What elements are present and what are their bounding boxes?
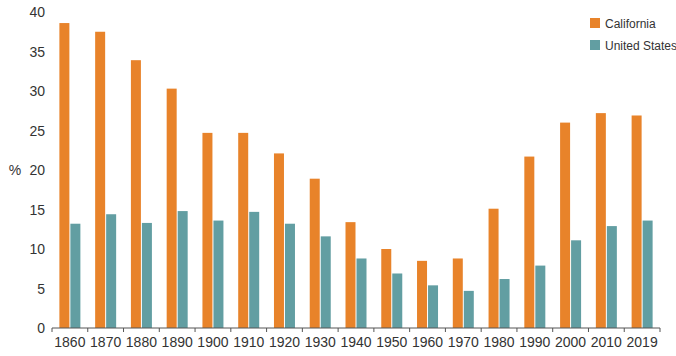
x-tick — [660, 328, 661, 332]
x-tick — [302, 328, 303, 332]
y-tick-label: 30 — [29, 83, 45, 99]
x-tick — [445, 328, 446, 332]
x-tick-label: 1940 — [340, 334, 371, 350]
bar — [392, 273, 402, 328]
x-tick-label: 1920 — [269, 334, 300, 350]
x-tick-label: 1860 — [54, 334, 85, 350]
bar — [202, 133, 212, 328]
bar — [167, 89, 177, 328]
bar — [381, 249, 391, 328]
y-tick-label: 20 — [29, 162, 45, 178]
bar — [643, 221, 653, 328]
x-tick-label: 1980 — [483, 334, 514, 350]
bar — [524, 157, 534, 328]
y-tick-label: 15 — [29, 202, 45, 218]
x-tick — [195, 328, 196, 332]
y-tick-label: 5 — [37, 281, 45, 297]
bar — [249, 212, 259, 328]
chart: 0 5 10 15 20 25 30 35 40% 1860 1870 1880 18901900 191… — [0, 0, 676, 356]
x-tick — [123, 328, 124, 332]
y-tick — [49, 249, 52, 250]
bar — [213, 221, 223, 328]
y-tick — [49, 91, 52, 92]
bar — [357, 258, 367, 328]
y-axis-label: % — [9, 162, 21, 178]
x-tick — [87, 328, 88, 332]
bar — [131, 60, 141, 328]
bar — [560, 123, 570, 328]
x-tick-label: 1910 — [233, 334, 264, 350]
x-tick-label: 1970 — [448, 334, 479, 350]
bar — [178, 211, 188, 328]
legend-swatch — [590, 40, 600, 50]
bar — [274, 153, 284, 328]
bar — [596, 113, 606, 328]
y-tick — [49, 12, 52, 13]
bar — [489, 209, 499, 328]
y-tick-label: 40 — [29, 4, 45, 20]
bar — [571, 240, 581, 328]
bar — [106, 214, 116, 328]
x-tick — [516, 328, 517, 332]
y-tick — [49, 170, 52, 171]
x-tick-label: 1890 — [162, 334, 193, 350]
bar — [535, 266, 545, 328]
x-tick-label: 1950 — [376, 334, 407, 350]
bar — [321, 236, 331, 328]
x-tick — [481, 328, 482, 332]
bar — [453, 258, 463, 328]
bar — [285, 224, 295, 328]
x-tick — [624, 328, 625, 332]
bar — [417, 261, 427, 328]
x-tick — [266, 328, 267, 332]
y-tick-label: 25 — [29, 123, 45, 139]
bar — [346, 222, 356, 328]
legend-swatch — [590, 18, 600, 28]
bar — [95, 32, 105, 328]
y-tick — [49, 209, 52, 210]
x-tick-label: 1990 — [519, 334, 550, 350]
x-tick-label: 2010 — [591, 334, 622, 350]
bar — [464, 291, 474, 328]
x-tick — [552, 328, 553, 332]
y-axis-line — [52, 12, 53, 328]
y-tick-label: 0 — [37, 320, 45, 336]
y-tick — [49, 51, 52, 52]
x-tick — [588, 328, 589, 332]
x-tick-label: 1880 — [126, 334, 157, 350]
x-tick — [159, 328, 160, 332]
bar — [310, 179, 320, 328]
x-tick-label: 1930 — [305, 334, 336, 350]
y-tick-label: 35 — [29, 44, 45, 60]
bar — [607, 226, 617, 328]
y-tick-label: 10 — [29, 241, 45, 257]
x-tick — [52, 328, 53, 332]
bar — [500, 279, 510, 328]
x-tick — [409, 328, 410, 332]
x-tick — [230, 328, 231, 332]
bar — [70, 224, 80, 328]
x-tick-label: 1900 — [197, 334, 228, 350]
bar — [59, 23, 69, 328]
x-tick — [373, 328, 374, 332]
bar — [142, 223, 152, 328]
bar — [632, 115, 642, 328]
y-tick — [49, 288, 52, 289]
x-tick-label: 1960 — [412, 334, 443, 350]
legend-label: California — [605, 17, 656, 31]
bar — [428, 285, 438, 328]
x-tick-label: 1870 — [90, 334, 121, 350]
x-tick — [338, 328, 339, 332]
x-tick-label: 2019 — [627, 334, 658, 350]
x-tick-label: 2000 — [555, 334, 586, 350]
bar — [238, 133, 248, 328]
y-tick — [49, 130, 52, 131]
legend-label: United States — [605, 39, 676, 53]
x-axis-line — [52, 328, 660, 329]
